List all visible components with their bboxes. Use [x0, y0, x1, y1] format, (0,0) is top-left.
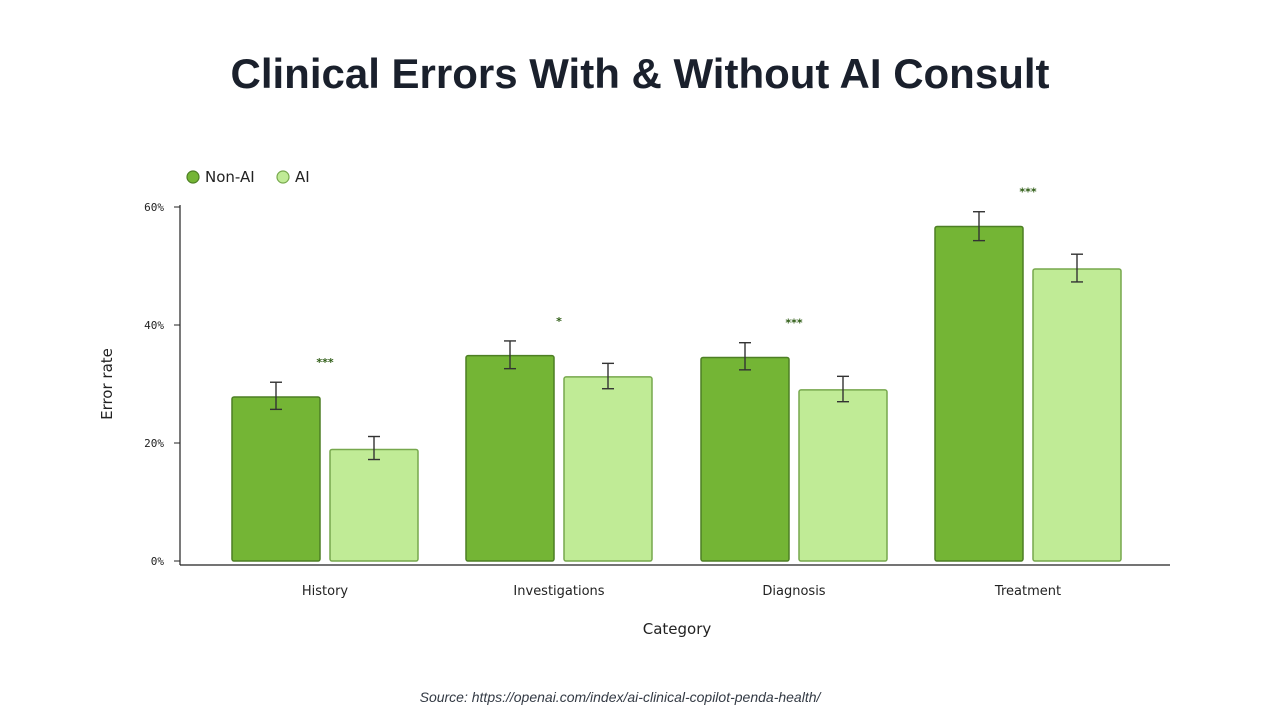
y-tick-label: 60%: [144, 201, 164, 214]
bar-non-ai-history: [231, 396, 321, 562]
bars: [231, 225, 1122, 562]
error-bar: [1071, 253, 1083, 283]
bar-ai-history: [329, 448, 419, 562]
bar-ai-diagnosis: [798, 389, 888, 562]
error-bar: [504, 340, 516, 370]
error-bars: [270, 211, 1083, 461]
significance-marker: ***: [316, 356, 334, 369]
bar-ai-treatment: [1032, 268, 1122, 562]
source-note: Source: https://openai.com/index/ai-clin…: [419, 689, 821, 705]
significance-markers: **** ******: [316, 186, 1037, 370]
y-axis: 0% 20% 40% 60%: [144, 201, 181, 568]
error-bar: [973, 211, 985, 242]
error-bar: [368, 435, 380, 461]
error-bar: [270, 381, 282, 411]
significance-marker: *: [556, 315, 562, 328]
x-tick-label: History: [302, 584, 349, 599]
bar-non-ai-diagnosis: [700, 356, 790, 562]
x-tick-label: Diagnosis: [762, 584, 825, 599]
legend-label-1: AI: [295, 168, 310, 186]
page-title: Clinical Errors With & Without AI Consul…: [230, 50, 1050, 97]
legend-swatch-0: [186, 170, 200, 184]
y-axis-title: Error rate: [98, 348, 116, 420]
bar-ai-investigations: [563, 376, 653, 562]
significance-marker: ***: [1019, 186, 1037, 199]
legend: Non-AI AI: [186, 168, 310, 186]
x-axis-title: Category: [643, 620, 712, 638]
y-tick-label: 40%: [144, 319, 164, 332]
y-tick-label: 20%: [144, 437, 164, 450]
y-tick-label: 0%: [151, 555, 165, 568]
error-bar: [739, 342, 751, 371]
significance-marker: ***: [785, 317, 803, 330]
x-tick-label: Investigations: [513, 584, 604, 599]
bar-non-ai-treatment: [934, 225, 1024, 562]
error-bar: [837, 375, 849, 403]
x-tick-label: Treatment: [994, 584, 1061, 599]
bar-non-ai-investigations: [465, 354, 555, 562]
x-axis: History Investigations Diagnosis Treatment: [180, 564, 1170, 599]
legend-label-0: Non-AI: [205, 168, 255, 186]
legend-swatch-1: [276, 170, 290, 184]
error-bar: [602, 362, 614, 390]
